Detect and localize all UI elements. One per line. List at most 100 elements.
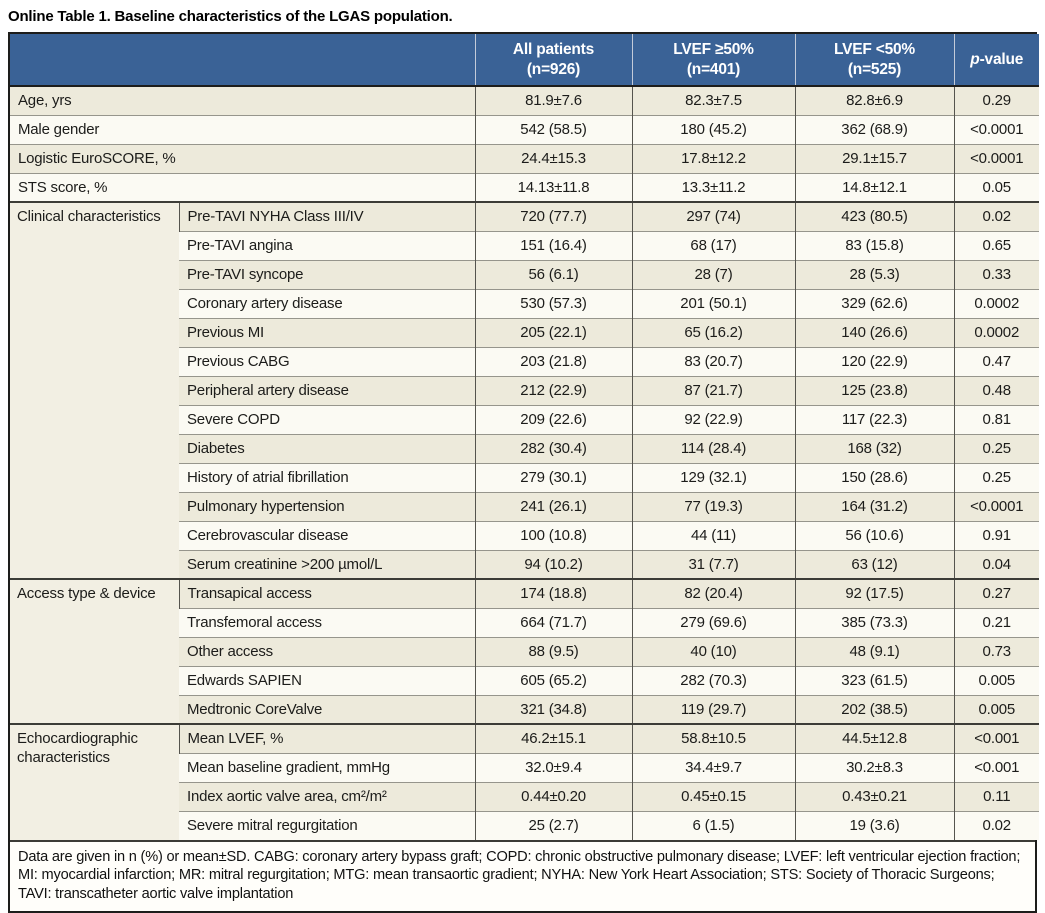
table-row: Pre-TAVI angina 151 (16.4) 68 (17) 83 (15.8… (10, 230, 1039, 260)
cell-value: 117 (22.3) (794, 404, 954, 434)
cell-value: 150 (28.6) (794, 462, 954, 492)
cell-value: 119 (29.7) (631, 694, 795, 724)
cell-value: 14.8±12.1 (794, 172, 954, 202)
table-row: Pre-TAVI syncope 56 (6.1) 28 (7) 28 (5.3) 0.… (10, 259, 1039, 289)
table-row: Severe COPD 209 (22.6) 92 (22.9) 117 (22.3)… (10, 404, 1039, 434)
cell-value: 174 (18.8) (474, 578, 632, 608)
cell-value: 0.005 (953, 665, 1039, 695)
header-all-patients-label: All patients (512, 41, 595, 59)
table-row: Cerebrovascular disease 100 (10.8) 44 (11)… (10, 520, 1039, 550)
cell-value: 0.29 (953, 86, 1039, 115)
row-label: Previous CABG (179, 346, 475, 376)
row-label: Edwards SAPIEN (179, 665, 475, 695)
cell-value: 0.91 (953, 520, 1039, 550)
cell-value: 83 (15.8) (794, 230, 954, 260)
table-row: Coronary artery disease 530 (57.3) 201 (50… (10, 288, 1039, 318)
table-row: Previous MI 205 (22.1) 65 (16.2) 140 (26.6)… (10, 317, 1039, 347)
section-category: Access type & device (10, 578, 179, 724)
cell-value: 0.05 (953, 172, 1039, 202)
cell-value: 0.81 (953, 404, 1039, 434)
row-label: Previous MI (179, 317, 475, 347)
row-label: Coronary artery disease (179, 288, 475, 318)
table-row: Mean baseline gradient, mmHg 32.0±9.4 34.4… (10, 752, 1039, 782)
cell-value: 83 (20.7) (631, 346, 795, 376)
cell-value: 0.27 (953, 578, 1039, 608)
cell-value: 17.8±12.2 (631, 143, 795, 173)
row-label: Logistic EuroSCORE, % (10, 143, 475, 173)
table-row: Access type & device Transapical access 17… (10, 578, 1039, 724)
cell-value: 46.2±15.1 (474, 723, 632, 753)
row-label: Medtronic CoreValve (179, 694, 475, 724)
cell-value: 13.3±11.2 (631, 172, 795, 202)
cell-value: 329 (62.6) (794, 288, 954, 318)
section-category: Echocardiographic characteristics (10, 723, 179, 840)
table-row: Echocardiographic characteristics Mean LV… (10, 723, 1039, 840)
row-label: Mean LVEF, % (178, 723, 475, 753)
cell-value: 65 (16.2) (631, 317, 795, 347)
cell-value: 180 (45.2) (631, 114, 795, 144)
cell-value: 34.4±9.7 (631, 752, 795, 782)
row-label: Index aortic valve area, cm²/m² (179, 781, 475, 811)
cell-value: 209 (22.6) (474, 404, 632, 434)
cell-value: <0.001 (953, 752, 1039, 782)
cell-value: 212 (22.9) (474, 375, 632, 405)
row-label: Pulmonary hypertension (179, 491, 475, 521)
cell-value: 114 (28.4) (631, 433, 795, 463)
table-row: Male gender 542 (58.5) 180 (45.2) 362 (68.9… (10, 114, 1039, 144)
header-lvef-ge50-label: LVEF ≥50% (673, 41, 754, 59)
cell-value: 201 (50.1) (631, 288, 795, 318)
cell-value: 0.25 (953, 462, 1039, 492)
table-row: Pulmonary hypertension 241 (26.1) 77 (19.3… (10, 491, 1039, 521)
row-label: Transfemoral access (179, 607, 475, 637)
header-row: All patients (n=926) LVEF ≥50% (n=401) L… (10, 34, 1039, 87)
cell-value: 94 (10.2) (474, 549, 632, 579)
cell-value: 19 (3.6) (794, 810, 954, 840)
table-header: All patients (n=926) LVEF ≥50% (n=401) L… (10, 34, 1039, 87)
cell-value: 68 (17) (631, 230, 795, 260)
cell-value: 297 (74) (631, 201, 795, 231)
row-label: STS score, % (10, 172, 475, 202)
table-row: Peripheral artery disease 212 (22.9) 87 (2… (10, 375, 1039, 405)
cell-value: 423 (80.5) (794, 201, 954, 231)
cell-value: 63 (12) (794, 549, 954, 579)
cell-value: 82 (20.4) (631, 578, 795, 608)
cell-value: 0.04 (953, 549, 1039, 579)
cell-value: 605 (65.2) (474, 665, 632, 695)
row-label: Pre-TAVI NYHA Class III/IV (178, 201, 475, 231)
table-row: Severe mitral regurgitation 25 (2.7) 6 (1.… (10, 810, 1039, 840)
row-label: Pre-TAVI angina (179, 230, 475, 260)
table-row: History of atrial fibrillation 279 (30.1)… (10, 462, 1039, 492)
header-lvef-lt50-n: (n=525) (847, 60, 902, 78)
p-value-suffix: -value (979, 50, 1024, 68)
cell-value: 0.25 (953, 433, 1039, 463)
cell-value: 92 (17.5) (794, 578, 954, 608)
cell-value: 28 (5.3) (794, 259, 954, 289)
section-category: Clinical characteristics (10, 201, 179, 579)
cell-value: 279 (30.1) (474, 462, 632, 492)
row-label: Male gender (10, 114, 475, 144)
cell-value: <0.001 (953, 723, 1039, 753)
cell-value: 530 (57.3) (474, 288, 632, 318)
table-row: Logistic EuroSCORE, % 24.4±15.3 17.8±12.2 2… (10, 143, 1039, 173)
header-all-patients: All patients (n=926) (474, 34, 632, 87)
header-lvef-lt50: LVEF <50% (n=525) (794, 34, 954, 87)
row-label: Mean baseline gradient, mmHg (179, 752, 475, 782)
table-row: Clinical characteristics Pre-TAVI NYHA Cl… (10, 201, 1039, 579)
cell-value: <0.0001 (953, 491, 1039, 521)
cell-value: 0.45±0.15 (631, 781, 795, 811)
cell-value: 44 (11) (631, 520, 795, 550)
cell-value: 279 (69.6) (631, 607, 795, 637)
header-empty-cell (10, 34, 475, 87)
cell-value: 0.0002 (953, 288, 1039, 318)
header-p-value: p-value (953, 34, 1039, 87)
row-label: Diabetes (179, 433, 475, 463)
cell-value: 77 (19.3) (631, 491, 795, 521)
cell-value: 44.5±12.8 (794, 723, 954, 753)
table-body: Age, yrs 81.9±7.6 82.3±7.5 82.8±6.9 0.29 Male… (10, 86, 1039, 840)
table-row: Other access 88 (9.5) 40 (10) 48 (9.1) 0.73 (10, 636, 1039, 666)
cell-value: 0.47 (953, 346, 1039, 376)
cell-value: 385 (73.3) (794, 607, 954, 637)
cell-value: <0.0001 (953, 114, 1039, 144)
cell-value: 0.73 (953, 636, 1039, 666)
row-label: Serum creatinine >200 µmol/L (179, 549, 475, 579)
